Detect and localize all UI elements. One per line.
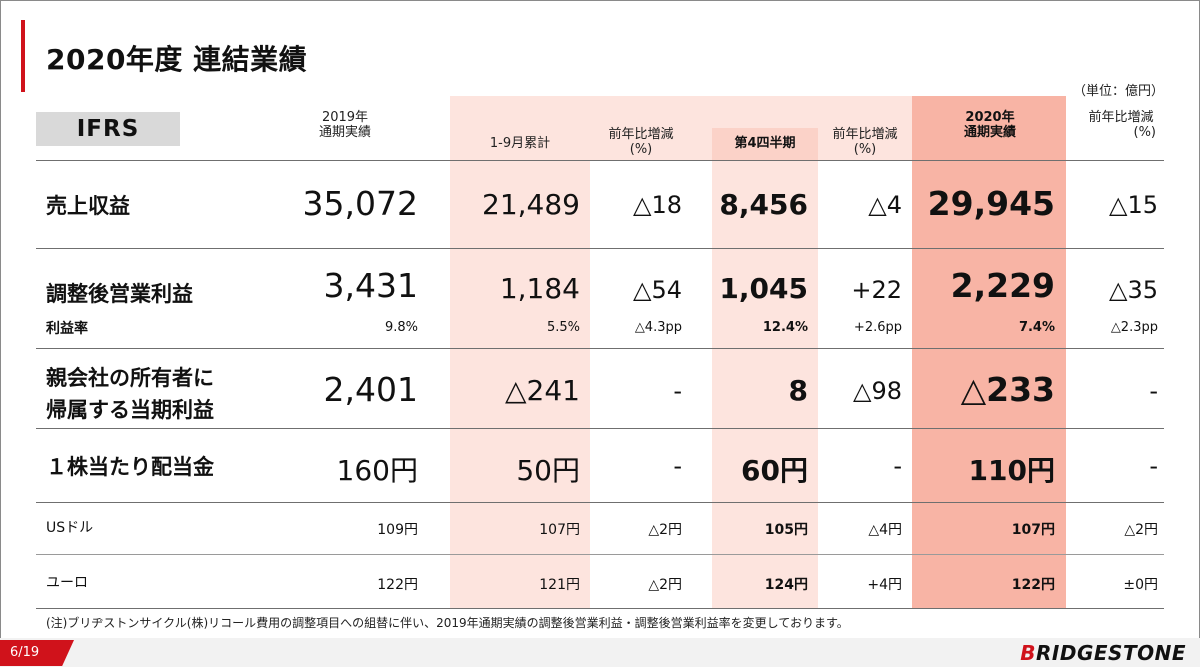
band-2020-header [450, 96, 912, 160]
revenue-9m-yoy: △18 [633, 191, 682, 219]
usd-fy2019: 109円 [377, 522, 418, 538]
eur-9m-yoy: △2円 [648, 577, 682, 593]
usd-9m: 107円 [539, 522, 580, 538]
eur-9m: 121円 [539, 577, 580, 593]
header-fy2019: 2019年 通期実績 [300, 110, 390, 140]
margin-fy2020-yoy: △2.3pp [1110, 320, 1158, 335]
eur-fy2020-yoy: ±0円 [1123, 577, 1158, 593]
label-revenue: 売上収益 [46, 194, 130, 218]
eur-fy2019: 122円 [377, 577, 418, 593]
header-fy2019-line1: 2019年 [321, 110, 369, 125]
margin-q4-yoy: +2.6pp [853, 320, 902, 335]
rule-net-income [36, 428, 1164, 429]
net-income-9m-yoy: - [673, 377, 682, 405]
eur-fy2020: 122円 [1011, 577, 1055, 593]
margin-9m-yoy: △4.3pp [634, 320, 682, 335]
band-fy2020 [912, 96, 1066, 608]
margin-q4: 12.4% [762, 320, 808, 335]
eur-q4-yoy: +4円 [867, 577, 902, 593]
footer-bar [0, 638, 1200, 667]
eur-q4: 124円 [764, 577, 808, 593]
page-title: 2020年度 連結業績 [46, 43, 308, 76]
op-income-q4: 1,045 [719, 272, 808, 305]
margin-9m: 5.5% [546, 320, 580, 335]
header-fy2020-yoy-line2: (%) [1133, 125, 1157, 140]
header-q4-yoy-line1: 前年比増減 [832, 127, 898, 142]
header-fy2019-line2: 通期実績 [318, 125, 371, 140]
rule-usd [36, 554, 1164, 555]
net-income-fy2020: △233 [960, 370, 1055, 409]
title-accent-bar [21, 20, 25, 92]
band-q4-header [712, 128, 818, 160]
op-income-fy2020: 2,229 [950, 266, 1055, 305]
dividend-9m-yoy: - [673, 452, 682, 480]
dividend-fy2019: 160円 [336, 454, 418, 487]
header-q4-yoy: 前年比増減 (%) [820, 127, 910, 157]
footnote: (注)ブリヂストンサイクル(株)リコール費用の調整項目への組替に伴い、2019年… [46, 616, 849, 630]
dividend-fy2020: 110円 [968, 454, 1055, 487]
dividend-q4-yoy: - [893, 452, 902, 480]
dividend-fy2020-yoy: - [1149, 452, 1158, 480]
net-income-q4: 8 [788, 374, 808, 407]
page-number-tab [0, 640, 74, 666]
bridgestone-logo: BRIDGESTONE [1020, 641, 1186, 665]
rule-eur [36, 608, 1164, 609]
usd-9m-yoy: △2円 [648, 522, 682, 538]
rule-op-income [36, 348, 1164, 349]
dividend-9m: 50円 [516, 454, 580, 487]
net-income-9m: △241 [505, 374, 580, 407]
margin-fy2020: 7.4% [1018, 320, 1055, 335]
label-net-income-line2: 帰属する当期利益 [46, 398, 214, 422]
label-margin: 利益率 [46, 321, 88, 337]
rule-header [36, 160, 1164, 161]
label-op-income: 調整後営業利益 [46, 282, 193, 306]
usd-q4-yoy: △4円 [868, 522, 902, 538]
header-9m: 1-9月累計 [489, 136, 551, 151]
label-dividend: １株当たり配当金 [46, 455, 214, 479]
header-fy2020-yoy: 前年比増減 (%) [1076, 110, 1166, 140]
page-number: 6/19 [10, 645, 40, 660]
label-eur: ユーロ [46, 575, 88, 591]
header-q4: 第4四半期 [734, 136, 796, 151]
header-q4-yoy-line2: (%) [853, 142, 877, 157]
op-income-9m-yoy: △54 [633, 276, 682, 304]
rule-revenue [36, 248, 1164, 249]
unit-label: （単位：億円） [1072, 84, 1164, 99]
header-9m-yoy: 前年比増減 (%) [596, 127, 686, 157]
header-fy2020-line1: 2020年 [965, 110, 1015, 125]
revenue-q4: 8,456 [719, 188, 808, 221]
ifrs-label: IFRS [36, 112, 180, 146]
op-income-q4-yoy: +22 [851, 276, 902, 304]
dividend-q4: 60円 [741, 454, 808, 487]
revenue-fy2020: 29,945 [927, 184, 1055, 223]
header-9m-yoy-line1: 前年比増減 [608, 127, 674, 142]
net-income-q4-yoy: △98 [853, 377, 902, 405]
op-income-fy2020-yoy: △35 [1109, 276, 1158, 304]
op-income-9m: 1,184 [499, 272, 580, 305]
revenue-fy2019: 35,072 [302, 184, 418, 223]
header-fy2020-yoy-line1: 前年比増減 [1088, 110, 1154, 125]
usd-q4: 105円 [764, 522, 808, 538]
net-income-fy2020-yoy: - [1149, 377, 1158, 405]
op-income-fy2019: 3,431 [323, 266, 418, 305]
revenue-fy2020-yoy: △15 [1109, 191, 1158, 219]
header-9m-yoy-line2: (%) [629, 142, 653, 157]
logo-rest: RIDGESTONE [1036, 641, 1186, 665]
header-fy2020: 2020年 通期実績 [940, 110, 1040, 140]
label-usd: USドル [46, 520, 94, 536]
rule-dividend [36, 502, 1164, 503]
logo-initial: B [1020, 641, 1037, 665]
header-fy2020-line2: 通期実績 [963, 125, 1016, 140]
band-q4 [712, 160, 818, 608]
margin-fy2019: 9.8% [384, 320, 418, 335]
usd-fy2020-yoy: △2円 [1124, 522, 1158, 538]
net-income-fy2019: 2,401 [323, 370, 418, 409]
label-net-income-line1: 親会社の所有者に [46, 366, 214, 390]
revenue-q4-yoy: △4 [868, 191, 902, 219]
band-9m [450, 160, 590, 608]
usd-fy2020: 107円 [1011, 522, 1055, 538]
revenue-9m: 21,489 [482, 188, 580, 221]
